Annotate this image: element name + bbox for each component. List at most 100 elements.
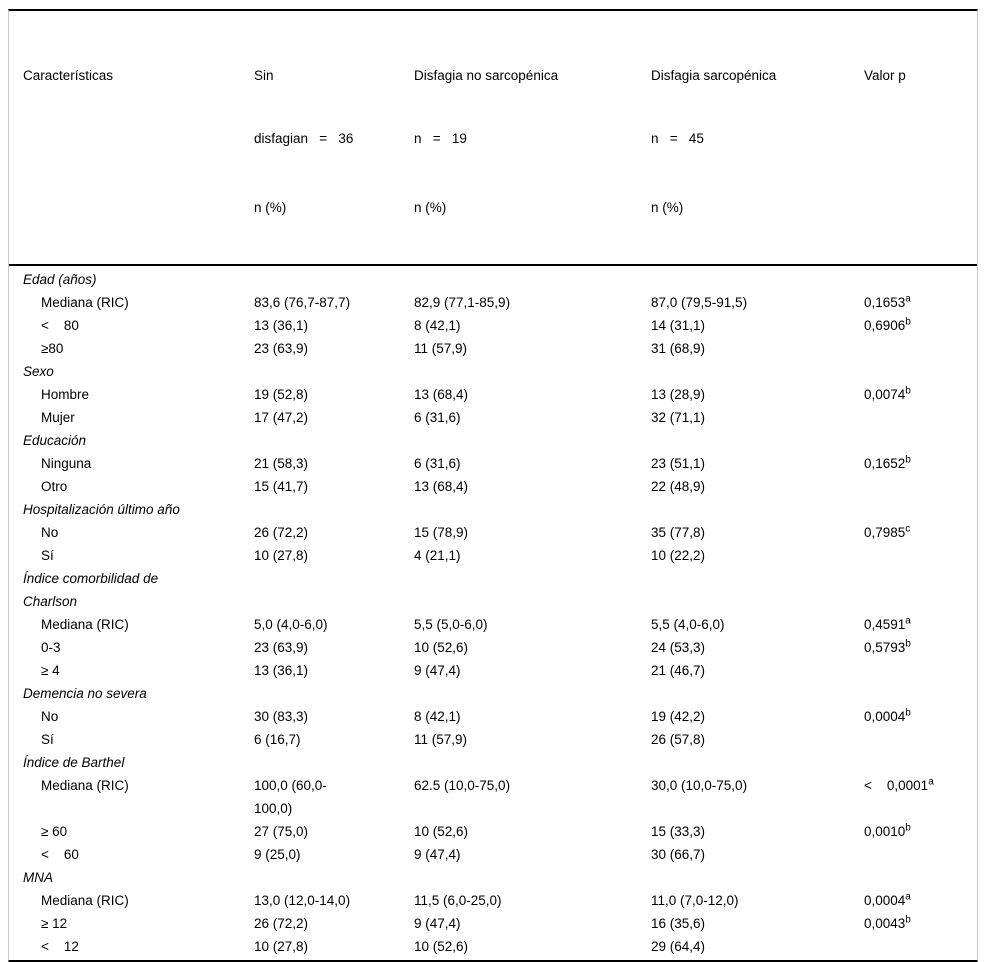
p-value-cell: 0,0004a (864, 889, 973, 912)
value-cell: 10 (27,8) (254, 939, 309, 954)
p-value: 0,0004 (864, 893, 906, 908)
p-value-superscript: b (905, 454, 911, 466)
value-cell (651, 360, 864, 383)
value-cell (254, 268, 414, 291)
p-value-superscript: a (905, 891, 911, 903)
p-value: 0,0043 (864, 916, 906, 931)
value-cell (414, 498, 651, 521)
data-row: ≥80 23 (63,9) 11 (57,9) 31 (68,9) (9, 337, 977, 360)
value-cell (651, 751, 864, 774)
value-cell (414, 751, 651, 774)
value-cell: 6 (31,6) (414, 410, 461, 425)
header-sin-disfagia-line1: Sin (254, 68, 274, 83)
header-caracteristicas: Características (23, 23, 254, 260)
value-cell (414, 360, 651, 383)
row-label: Sexo (23, 364, 54, 379)
p-value-superscript: b (905, 822, 911, 834)
header-disfagia-no-sarcopenica-line2: n = 19 (414, 131, 467, 146)
section-row: MNA (9, 866, 977, 889)
value-cell: 10 (22,2) (651, 548, 706, 563)
value-cell: 15 (41,7) (254, 479, 309, 494)
p-value-cell (864, 268, 973, 291)
row-label: Hombre (41, 387, 90, 402)
value-cell: 10 (52,6) (414, 939, 469, 954)
p-value-cell: 0,0010b (864, 820, 973, 843)
value-cell: 87,0 (79,5-91,5) (651, 295, 748, 310)
value-cell: 24 (53,3) (651, 640, 706, 655)
value-cell: 15 (78,9) (414, 525, 469, 540)
p-value-cell: 0,0074b (864, 383, 973, 406)
row-label: < 80 (41, 318, 79, 333)
header-disfagia-sarcopenica-line1: Disfagia sarcopénica (651, 68, 777, 83)
data-row: ≥ 60 27 (75,0) 10 (52,6) 15 (33,3) 0,0010b (9, 820, 977, 843)
p-value-cell: 0,7985c (864, 521, 973, 544)
value-cell: 11 (57,9) (414, 341, 468, 356)
value-cell: 83,6 (76,7-87,7) (254, 295, 351, 310)
data-row: 0-3 23 (63,9) 10 (52,6) 24 (53,3) 0,5793b (9, 636, 977, 659)
value-cell (254, 567, 414, 613)
row-label: ≥ 60 (41, 824, 68, 839)
p-value-cell: 0,6906b (864, 314, 973, 337)
p-value-cell (864, 843, 973, 866)
p-value: 0,7985 (864, 525, 906, 540)
value-cell: 9 (47,4) (414, 847, 461, 862)
data-row: Sí 10 (27,8) 4 (21,1) 10 (22,2) (9, 544, 977, 567)
value-cell: 62.5 (10,0-75,0) (414, 778, 511, 793)
p-value: 0,1652 (864, 456, 906, 471)
row-label: < 12 (41, 939, 79, 954)
row-label: Mujer (41, 410, 75, 425)
value-cell: 13,0 (12,0-14,0) (254, 893, 351, 908)
value-cell: 100,0 (60,0- 100,0) (254, 778, 327, 816)
p-value-cell (864, 429, 973, 452)
data-row: No 30 (83,3) 8 (42,1) 19 (42,2) 0,0004b (9, 705, 977, 728)
row-label: Edad (años) (23, 272, 97, 287)
row-label: No (41, 525, 59, 540)
row-label: < 60 (41, 847, 79, 862)
value-cell: 23 (51,1) (651, 456, 706, 471)
p-value: 0,0010 (864, 824, 906, 839)
value-cell (651, 567, 864, 613)
value-cell: 22 (48,9) (651, 479, 706, 494)
p-value: 0,6906 (864, 318, 906, 333)
row-label: Educación (23, 433, 87, 448)
value-cell (651, 866, 864, 889)
p-value: 0,0004 (864, 709, 906, 724)
value-cell (254, 360, 414, 383)
row-label: Demencia no severa (23, 686, 147, 701)
value-cell: 8 (42,1) (414, 709, 461, 724)
value-cell (651, 498, 864, 521)
value-cell: 15 (33,3) (651, 824, 706, 839)
row-label: Sí (41, 732, 54, 747)
p-value: 0,5793 (864, 640, 906, 655)
p-value-cell: < 0,0001a (864, 774, 973, 820)
value-cell (414, 866, 651, 889)
value-cell: 27 (75,0) (254, 824, 309, 839)
p-value: 0,1653 (864, 295, 906, 310)
value-cell: 17 (47,2) (254, 410, 309, 425)
p-value-superscript: b (905, 707, 911, 719)
value-cell: 16 (35,6) (651, 916, 706, 931)
p-value-superscript: a (905, 615, 911, 627)
section-row: Sexo (9, 360, 977, 383)
value-cell: 5,0 (4,0-6,0) (254, 617, 328, 632)
value-cell: 13 (36,1) (254, 318, 309, 333)
header-disfagia-no-sarcopenica-npct: n (%) (414, 200, 447, 215)
section-row: Demencia no severa (9, 682, 977, 705)
value-cell: 9 (25,0) (254, 847, 301, 862)
table-header-row: Características Sin disfagian = 36 n (%)… (9, 11, 977, 266)
value-cell: 13 (36,1) (254, 663, 309, 678)
section-row: Hospitalización último año (9, 498, 977, 521)
value-cell: 9 (47,4) (414, 916, 461, 931)
value-cell: 26 (72,2) (254, 525, 309, 540)
p-value-superscript: b (905, 914, 911, 926)
value-cell (414, 682, 651, 705)
p-value-cell (864, 866, 973, 889)
data-row: Mediana (RIC) 5,0 (4,0-6,0) 5,5 (5,0-6,0) 5… (9, 613, 977, 636)
row-label: Sí (41, 548, 54, 563)
value-cell: 19 (42,2) (651, 709, 706, 724)
p-value-superscript: b (905, 638, 911, 650)
section-row: Educación (9, 429, 977, 452)
data-row: < 12 10 (27,8) 10 (52,6) 29 (64,4) (9, 935, 977, 958)
value-cell: 30,0 (10,0-75,0) (651, 778, 748, 793)
data-row: Otro 15 (41,7) 13 (68,4) 22 (48,9) (9, 475, 977, 498)
